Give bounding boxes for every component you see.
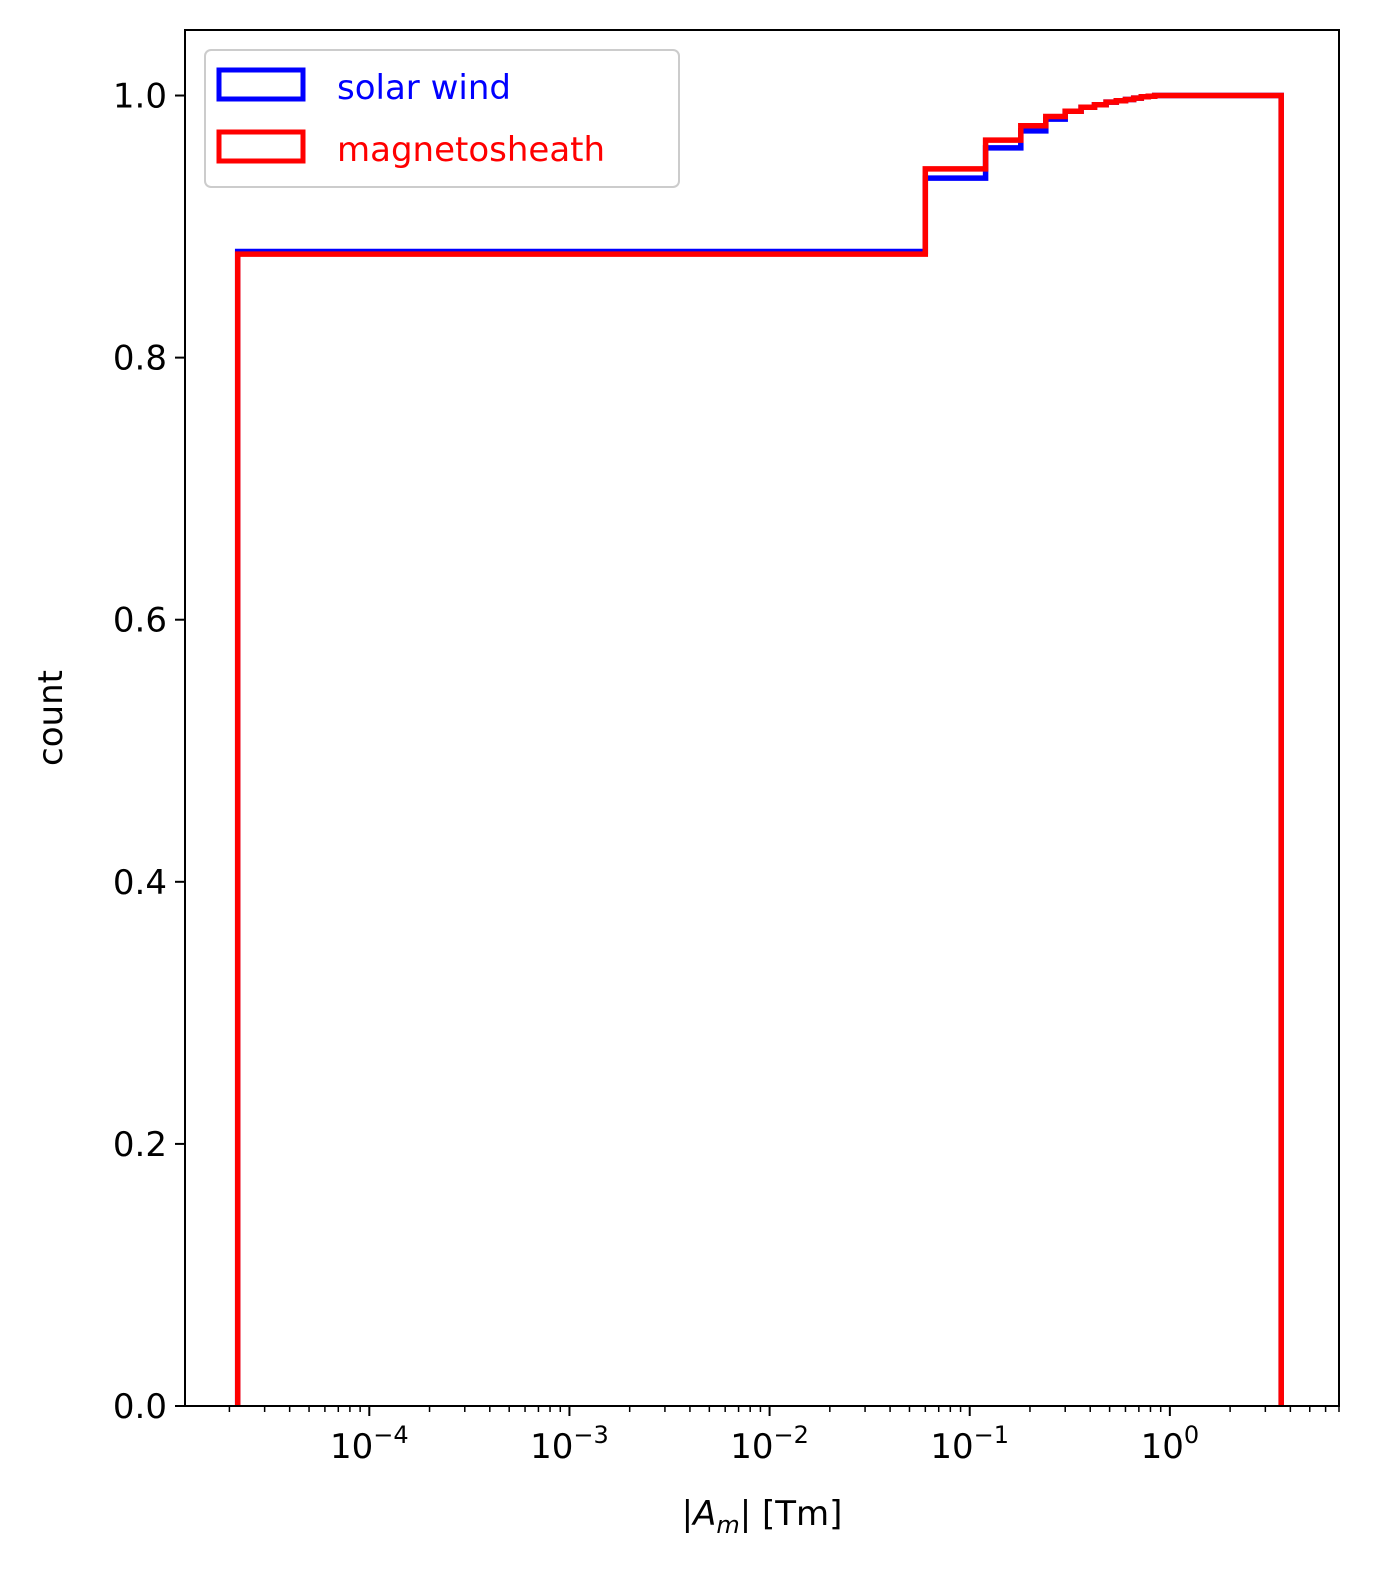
y-tick-label: 1.0 (113, 77, 167, 117)
axes-frame (184, 29, 1340, 1407)
legend-label-solar-wind: solar wind (337, 68, 511, 108)
legend: solar wind magnetosheath (204, 49, 680, 188)
x-tick-label: 100 (1141, 1421, 1200, 1467)
legend-swatch-magnetosheath (216, 129, 306, 164)
y-tick-label: 0.8 (113, 339, 167, 379)
x-tick-label: 10−2 (730, 1421, 809, 1467)
legend-label-magnetosheath: magnetosheath (337, 130, 605, 170)
y-axis-ticks: 0.0 0.2 0.4 0.6 0.8 1.0 (113, 77, 185, 1427)
legend-box (204, 49, 680, 188)
x-tick-label: 10−4 (330, 1421, 409, 1467)
series-layer (234, 92, 1284, 1406)
series-magnetosheath-step (234, 92, 1284, 1406)
y-axis-label: count (31, 670, 71, 766)
x-tick-label: 10−3 (530, 1421, 609, 1467)
x-tick-label: 10−1 (930, 1421, 1009, 1467)
y-tick-label: 0.6 (113, 601, 167, 641)
y-tick-label: 0.0 (113, 1387, 167, 1427)
y-tick-label: 0.2 (113, 1125, 167, 1165)
x-axis-label: |Am| [Tm] (682, 1494, 843, 1539)
legend-swatch-solar-wind (216, 67, 306, 102)
y-tick-label: 0.4 (113, 863, 167, 903)
x-axis-ticks: 10−4 10−3 10−2 10−1 100 (228, 1406, 1340, 1467)
